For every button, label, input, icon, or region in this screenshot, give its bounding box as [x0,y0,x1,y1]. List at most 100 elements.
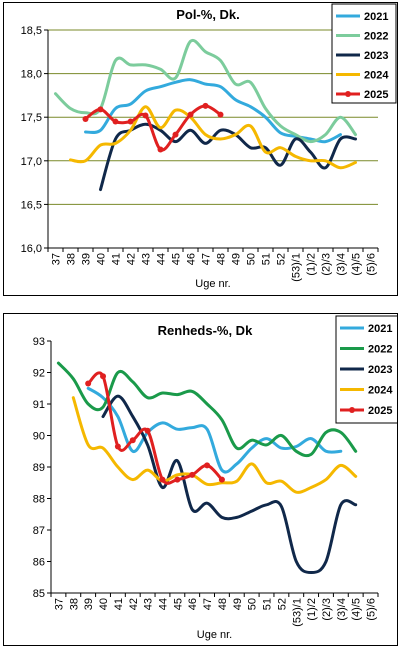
x-tick-label: (2)/3 [321,253,333,276]
x-tick-label: 38 [66,253,78,265]
x-tick-label: 44 [156,253,168,265]
y-tick-label: 91 [33,399,45,411]
y-tick-label: 18,0 [21,69,42,81]
x-tick-label: 52 [276,598,288,610]
x-tick-label: 40 [96,253,108,265]
x-tick-label: 48 [217,598,229,610]
x-tick-label: 43 [143,598,155,610]
data-point [174,476,181,483]
x-tick-label: 41 [113,598,125,610]
series-line-2022 [54,38,357,144]
y-tick-label: 16,5 [21,199,42,211]
y-tick-label: 86 [33,557,45,569]
pol-chart: 16,0 16,5 17,0 17,5 18,0 18,5 37 38 39 40 41 42 43 44… [21,3,397,290]
x-axis-label: Uge nr. [195,278,230,290]
data-point [129,437,136,444]
data-point [114,443,121,450]
y-tick-label: 16,0 [21,243,42,255]
legend-label-2022: 2022 [368,344,392,356]
x-tick-label: 49 [231,253,243,265]
series-line-2023 [101,394,358,575]
series-line-2024 [71,396,358,494]
x-tick-label: (53)/1 [291,253,303,282]
series-2021 [86,386,343,474]
x-tick-label: 44 [157,598,169,610]
renhed-chart: 85 86 87 88 89 90 91 92 93 37 38 39 40 41 42 43 44 45 46 47… [33,315,397,641]
pol-chart-panel: 16,0 16,5 17,0 17,5 18,0 18,5 37 38 39 40 41 42 43 44… [3,2,398,296]
series-2023 [99,122,357,192]
x-tick-label: (3)/4 [336,253,348,276]
data-point [157,146,164,153]
x-tick-label: (53)/1 [291,598,303,627]
x-tick-label: 41 [111,253,123,265]
series-2023 [101,394,358,575]
x-tick-label: 47 [202,598,214,610]
legend-label-2022: 2022 [364,31,388,43]
series-2024 [71,396,358,494]
x-tick-label: 52 [276,253,288,265]
x-tick-label: (4)/5 [351,598,363,621]
x-tick-label: (5)/6 [366,598,378,621]
x-tick-label: 37 [53,598,65,610]
x-tick-label: 40 [98,598,110,610]
legend: 2021 2022 2023 2024 2025 [335,315,397,424]
data-point [100,373,107,380]
x-tick-label: (5)/6 [366,253,378,276]
y-tick-label: 89 [33,462,45,474]
data-point [172,131,179,138]
data-point [112,118,119,125]
chart-title: Renheds-%, Dk [158,323,253,338]
data-point [189,471,196,478]
data-point [187,111,194,118]
y-tick-label: 85 [33,588,45,600]
data-point [142,112,149,119]
data-point [218,476,225,483]
legend-label-2024: 2024 [364,70,389,82]
x-tick-label: 38 [68,598,80,610]
x-tick-label: (1)/2 [306,598,318,621]
y-tick-label: 93 [33,336,45,348]
series-2024 [69,105,357,170]
x-tick-label: (4)/5 [351,253,363,276]
legend-label-2024: 2024 [368,385,393,397]
legend-marker [345,91,351,97]
data-point [217,111,224,118]
x-tick-label: 45 [172,598,184,610]
x-tick-label: 39 [83,598,95,610]
x-tick-label: 39 [81,253,93,265]
y-tick-label: 17,0 [21,156,42,168]
series-line-2021 [86,386,343,474]
y-tick-label: 90 [33,431,45,443]
legend-label-2025: 2025 [368,405,392,417]
x-tick-label: 50 [246,253,258,265]
x-tick-label: 47 [201,253,213,265]
series-line-2024 [69,105,357,170]
x-tick-label: 42 [128,598,140,610]
legend-label-2023: 2023 [368,364,392,376]
y-tick-label: 17,5 [21,112,42,124]
series-line-2025 [84,104,222,152]
x-axis-label: Uge nr. [197,629,232,641]
legend-marker [349,407,355,413]
legend-label-2023: 2023 [364,50,388,62]
renhed-chart-panel: 85 86 87 88 89 90 91 92 93 37 38 39 40 41 42 43 44 45 46 47… [3,313,398,646]
x-tick-label: (1)/2 [306,253,318,276]
series-2022 [54,38,357,144]
x-tick-label: 46 [186,253,198,265]
y-tick-label: 88 [33,494,45,506]
data-point [85,380,92,387]
x-tick-label: 46 [187,598,199,610]
x-tick-label: 42 [126,253,138,265]
data-point [97,106,104,113]
y-tick-label: 18,5 [21,25,42,37]
data-point [144,427,151,434]
x-tick-label: 37 [51,253,63,265]
series-line-2023 [99,122,357,192]
series-2025 [82,102,224,153]
x-tick-label: (2)/3 [321,598,333,621]
x-tick-label: 51 [261,253,273,265]
x-tick-label: (3)/4 [336,598,348,621]
x-tick-label: 43 [141,253,153,265]
legend-label-2021: 2021 [364,11,388,23]
y-tick-label: 92 [33,368,45,380]
